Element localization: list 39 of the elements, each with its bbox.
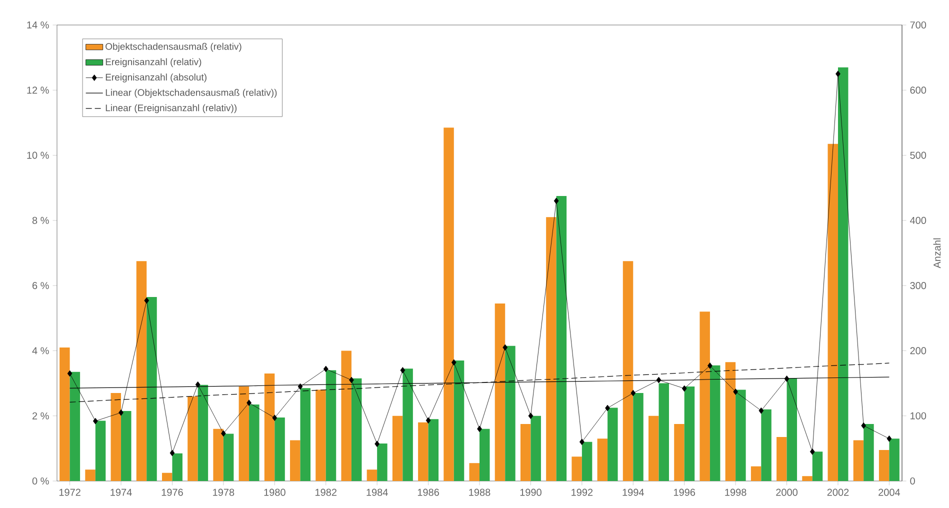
y-tick-label: 4 % <box>32 347 49 354</box>
y-tick-label: 8 % <box>32 216 49 224</box>
x-tick-label: 2004 <box>878 488 900 496</box>
legend-label: Ereignisanzahl (absolut) <box>106 74 206 82</box>
x-tick-label: 1998 <box>725 488 746 496</box>
y-tick-label: 10 % <box>27 152 49 159</box>
y-tick-label: 14 % <box>27 21 49 28</box>
x-tick-label: 1990 <box>520 488 542 496</box>
y-tick-label: 6 % <box>32 282 49 290</box>
y-tick-label: 2 % <box>32 412 49 420</box>
legend-label: Linear (Objektschadensausmaß (relativ)) <box>106 88 277 98</box>
x-tick-label: 1984 <box>366 488 388 496</box>
legend-label: Ereignisanzahl (relativ) <box>106 58 202 68</box>
y2-tick-label: 500 <box>910 152 926 159</box>
y2-tick-label: 200 <box>910 347 926 354</box>
y2-tick-label: 400 <box>910 216 926 224</box>
x-tick-label: 1972 <box>59 488 80 496</box>
x-tick-label: 1974 <box>110 488 132 496</box>
y2-axis-title: Anzahl <box>933 238 941 268</box>
x-tick-label: 1978 <box>213 488 234 496</box>
x-tick-label: 2000 <box>776 488 798 496</box>
y2-tick-label: 300 <box>910 282 926 290</box>
y2-tick-label: 0 <box>910 477 915 485</box>
y2-tick-label: 600 <box>910 86 926 94</box>
legend-label: Objektschadensausmaß (relativ) <box>106 42 242 52</box>
x-tick-label: 1994 <box>622 488 644 496</box>
y2-tick-label: 100 <box>910 412 926 420</box>
y2-tick-label: 700 <box>910 21 926 29</box>
x-tick-label: 1982 <box>316 488 336 496</box>
y-tick-label: 0 % <box>32 477 49 485</box>
x-tick-label: 1988 <box>469 488 490 496</box>
x-tick-label: 2002 <box>827 488 849 496</box>
y-tick-label: 12 % <box>27 86 49 94</box>
x-tick-label: 1980 <box>264 488 286 496</box>
x-tick-label: 1986 <box>418 488 439 496</box>
x-tick-label: 1976 <box>162 488 183 496</box>
x-tick-label: 1996 <box>674 488 696 496</box>
x-tick-label: 1992 <box>572 488 593 496</box>
legend-label: Linear (Ereignisanzahl (relativ)) <box>106 104 237 114</box>
